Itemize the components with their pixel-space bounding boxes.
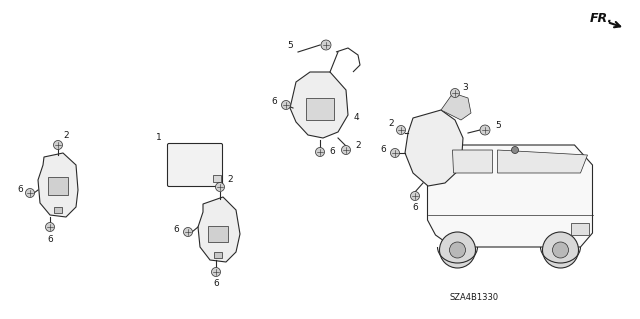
Polygon shape [405, 110, 463, 186]
Text: 6: 6 [17, 186, 23, 195]
Polygon shape [290, 72, 348, 138]
Text: 6: 6 [329, 147, 335, 157]
Text: 6: 6 [380, 145, 386, 154]
Text: 1: 1 [156, 132, 162, 142]
Text: 5: 5 [495, 122, 501, 130]
Circle shape [397, 125, 406, 135]
Circle shape [321, 40, 331, 50]
Polygon shape [38, 153, 78, 217]
Text: 6: 6 [173, 226, 179, 234]
Text: 5: 5 [287, 41, 293, 49]
Polygon shape [441, 93, 471, 120]
Text: 6: 6 [47, 235, 53, 244]
Text: 3: 3 [462, 84, 468, 93]
Circle shape [552, 242, 568, 258]
Circle shape [410, 191, 419, 201]
Bar [214, 252, 222, 258]
Circle shape [184, 227, 193, 236]
Circle shape [449, 242, 465, 258]
Bar [213, 175, 221, 182]
Text: 2: 2 [63, 130, 69, 139]
FancyBboxPatch shape [168, 144, 223, 187]
Text: FR.: FR. [590, 11, 613, 25]
Bar [306, 98, 334, 120]
Polygon shape [497, 150, 588, 173]
Circle shape [511, 146, 518, 153]
Text: SZA4B1330: SZA4B1330 [450, 293, 499, 302]
Text: 6: 6 [271, 98, 277, 107]
Text: 2: 2 [355, 142, 361, 151]
Circle shape [45, 222, 54, 232]
Text: 2: 2 [227, 175, 233, 184]
Circle shape [216, 182, 225, 191]
Circle shape [54, 140, 63, 150]
Circle shape [480, 125, 490, 135]
Text: 4: 4 [353, 114, 359, 122]
Circle shape [211, 268, 221, 277]
Circle shape [26, 189, 35, 197]
Circle shape [451, 88, 460, 98]
Circle shape [543, 232, 579, 268]
Bar [54, 207, 62, 213]
Circle shape [342, 145, 351, 154]
Bar [48, 177, 68, 195]
Text: 6: 6 [213, 279, 219, 288]
Circle shape [390, 149, 399, 158]
Bar [208, 226, 228, 242]
Text: 6: 6 [412, 204, 418, 212]
Circle shape [282, 100, 291, 109]
Circle shape [440, 232, 476, 268]
Polygon shape [452, 150, 493, 173]
Bar [570, 223, 589, 235]
Circle shape [316, 147, 324, 157]
Text: 2: 2 [388, 118, 394, 128]
Polygon shape [428, 145, 593, 247]
Polygon shape [198, 197, 240, 262]
